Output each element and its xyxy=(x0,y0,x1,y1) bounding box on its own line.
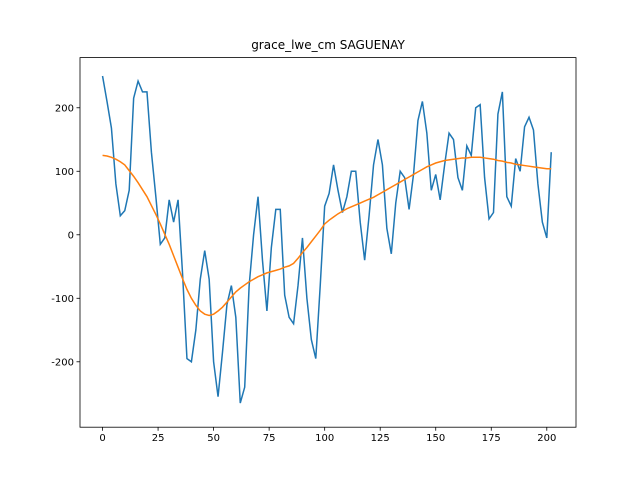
y-tick-label: -200 xyxy=(51,357,74,368)
y-tick-label: -100 xyxy=(51,294,74,305)
x-tick-label: 150 xyxy=(426,433,445,444)
data-line xyxy=(101,75,552,404)
y-tick-label: 100 xyxy=(55,167,74,178)
x-tick-label: 50 xyxy=(207,433,220,444)
data-line xyxy=(102,154,552,317)
x-tick-label: 0 xyxy=(99,433,105,444)
x-tick-label: 100 xyxy=(315,433,334,444)
y-tick-label: 200 xyxy=(55,103,74,114)
chart-title: grace_lwe_cm SAGUENAY xyxy=(251,38,405,52)
x-tick-label: 200 xyxy=(537,433,556,444)
x-tick-label: 125 xyxy=(371,433,390,444)
plot-frame xyxy=(79,57,577,428)
x-tick-label: 175 xyxy=(482,433,501,444)
x-tick-label: 25 xyxy=(152,433,165,444)
x-tick-label: 75 xyxy=(263,433,276,444)
y-tick-label: 0 xyxy=(68,230,74,241)
